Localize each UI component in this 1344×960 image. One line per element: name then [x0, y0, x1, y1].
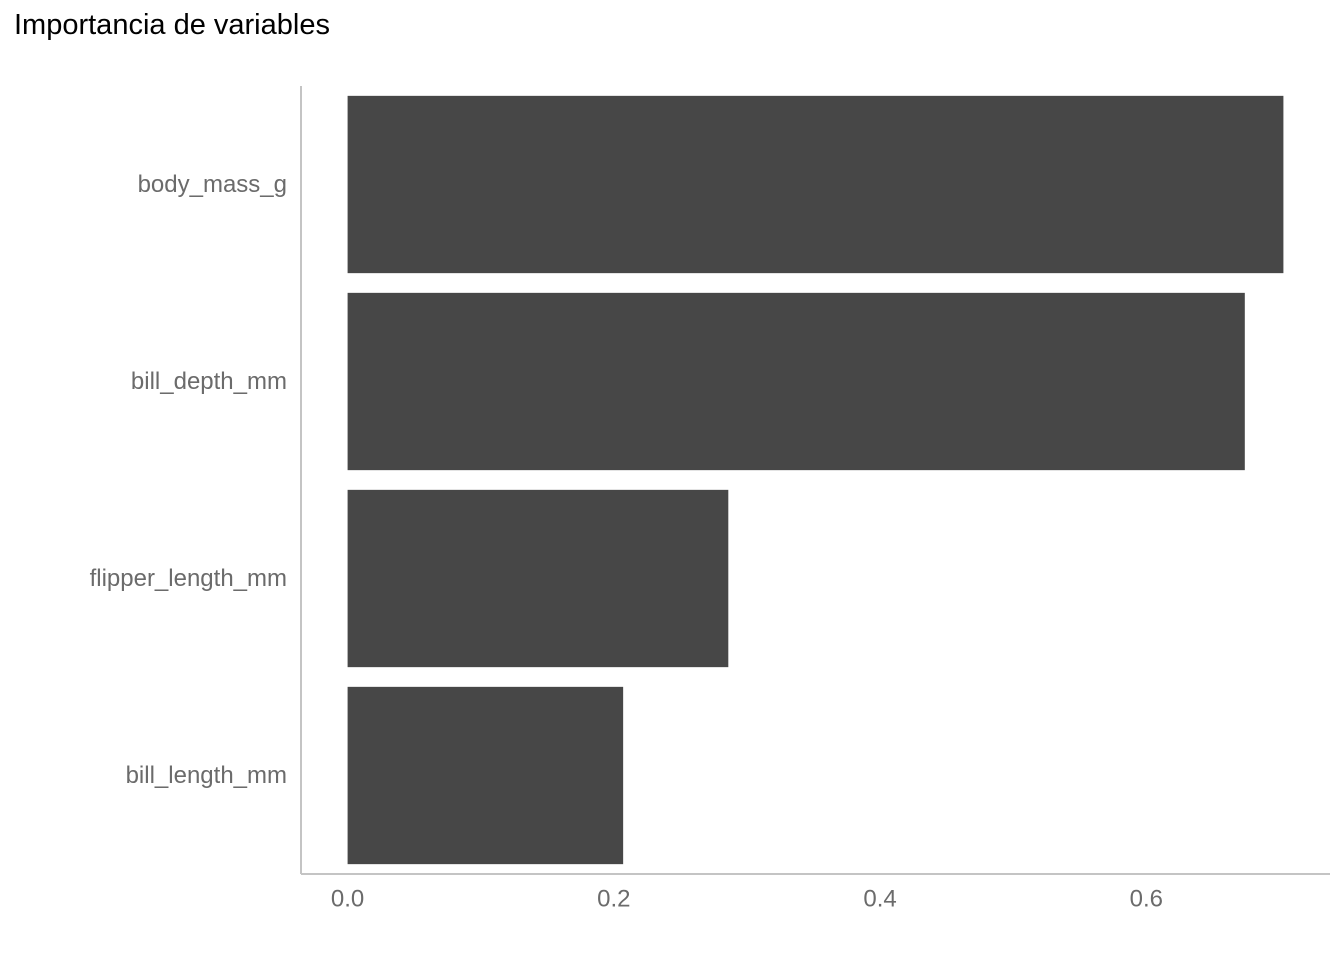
bar-flipper_length_mm	[347, 489, 729, 668]
bar-bill_depth_mm	[347, 292, 1245, 471]
x-tick-label: 0.4	[863, 886, 896, 913]
y-tick-label: bill_depth_mm	[131, 368, 287, 395]
y-tick-label: flipper_length_mm	[90, 565, 287, 592]
bar-body_mass_g	[347, 95, 1284, 274]
x-tick-label: 0.0	[331, 886, 364, 913]
bars-layer	[347, 95, 1284, 865]
x-tick-label: 0.6	[1130, 886, 1163, 913]
labels-layer: body_mass_g bill_depth_mm flipper_length_m…	[90, 171, 1163, 913]
y-tick-label: body_mass_g	[138, 171, 287, 198]
chart-title: Importancia de variables	[14, 9, 330, 41]
x-tick-label: 0.2	[597, 886, 630, 913]
axes-layer	[300, 86, 1330, 875]
y-tick-label: bill_length_mm	[126, 762, 287, 789]
bar-bill_length_mm	[347, 686, 624, 865]
